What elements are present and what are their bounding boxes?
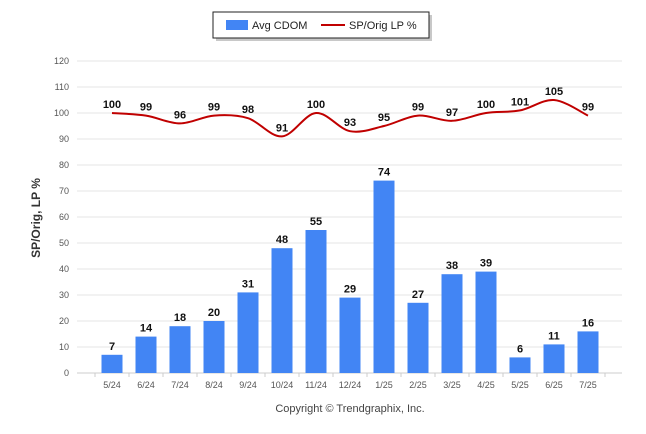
x-tick-label: 6/25 xyxy=(545,380,563,390)
bar-data-label: 29 xyxy=(344,284,356,296)
y-axis-title: SP/Orig, LP % xyxy=(29,178,43,258)
line-data-label: 96 xyxy=(174,109,186,121)
bar[interactable] xyxy=(475,271,497,373)
legend[interactable]: Avg CDOM SP/Orig LP % xyxy=(212,11,432,41)
bar-data-label: 38 xyxy=(446,260,458,272)
line-series-path[interactable] xyxy=(111,98,589,138)
y-tick-label: 90 xyxy=(59,134,69,144)
x-tick-label: 11/24 xyxy=(305,380,327,390)
bar-data-label: 20 xyxy=(208,307,220,319)
line-data-label: 93 xyxy=(344,117,356,129)
bar[interactable] xyxy=(237,292,259,373)
x-tick-label: 7/25 xyxy=(579,380,597,390)
bar-data-label: 14 xyxy=(140,323,153,335)
line-data-label: 99 xyxy=(140,102,152,114)
legend-line-label: SP/Orig LP % xyxy=(349,20,417,32)
y-tick-label: 30 xyxy=(59,290,69,300)
line-data-label: 105 xyxy=(545,86,563,98)
y-tick-label: 80 xyxy=(59,160,69,170)
line-data-label: 100 xyxy=(477,99,495,111)
y-tick-label: 100 xyxy=(54,108,69,118)
x-tick-label: 8/24 xyxy=(205,380,223,390)
bar-data-label: 18 xyxy=(174,312,186,324)
y-axis-ticks: 0 10 20 30 40 50 60 70 80 90 100 110 120 xyxy=(54,56,69,378)
y-tick-label: 20 xyxy=(59,316,69,326)
line-data-label: 98 xyxy=(242,104,254,116)
line-data-label: 99 xyxy=(208,102,220,114)
bar[interactable] xyxy=(339,297,361,373)
bar-data-label: 74 xyxy=(378,167,391,179)
line-data-label: 91 xyxy=(276,122,288,134)
y-tick-label: 40 xyxy=(59,264,69,274)
x-tick-label: 6/24 xyxy=(137,380,155,390)
x-tick-label: 5/24 xyxy=(103,380,121,390)
bar-data-label: 27 xyxy=(412,289,424,301)
x-tick-label: 1/25 xyxy=(375,380,393,390)
y-tick-label: 0 xyxy=(64,368,69,378)
footer-copyright: Copyright © Trendgraphix, Inc. xyxy=(275,403,424,415)
x-tick-label: 10/24 xyxy=(271,380,294,390)
bar-data-label: 7 xyxy=(109,341,115,353)
line-data-label: 99 xyxy=(412,102,424,114)
y-tick-label: 50 xyxy=(59,238,69,248)
x-tick-label: 4/25 xyxy=(477,380,495,390)
line-series: 100 99 96 99 98 91 100 93 95 99 97 100 101 105 99 xyxy=(103,86,594,138)
line-data-label: 95 xyxy=(378,112,390,124)
bar-data-label: 11 xyxy=(548,330,560,342)
line-data-label: 100 xyxy=(307,99,325,111)
line-data-label: 100 xyxy=(103,99,121,111)
x-tick-label: 5/25 xyxy=(511,380,529,390)
y-tick-label: 70 xyxy=(59,186,69,196)
line-data-label: 101 xyxy=(511,96,529,108)
bar[interactable] xyxy=(203,321,225,373)
x-axis-ticks: 5/24 6/24 7/24 8/24 9/24 10/24 11/24 12/24 1/25 2… xyxy=(94,373,606,390)
y-tick-label: 110 xyxy=(55,82,69,92)
legend-bar-swatch xyxy=(226,20,248,30)
bar-data-label: 31 xyxy=(242,278,254,290)
y-tick-label: 120 xyxy=(54,56,69,66)
grid xyxy=(77,60,622,374)
bar[interactable] xyxy=(407,302,429,373)
bar-data-label: 6 xyxy=(517,343,523,355)
bar-data-label: 39 xyxy=(480,258,492,270)
bar[interactable] xyxy=(169,326,191,373)
bar-data-label: 48 xyxy=(276,234,288,246)
bar[interactable] xyxy=(305,230,327,373)
bar[interactable] xyxy=(373,180,395,373)
x-tick-label: 7/24 xyxy=(171,380,189,390)
bar[interactable] xyxy=(509,357,531,373)
bar[interactable] xyxy=(441,274,463,373)
x-tick-label: 3/25 xyxy=(443,380,461,390)
x-tick-label: 9/24 xyxy=(239,380,257,390)
bar[interactable] xyxy=(577,331,599,373)
line-data-label: 99 xyxy=(582,102,594,114)
x-tick-label: 2/25 xyxy=(409,380,427,390)
y-tick-label: 60 xyxy=(59,212,69,222)
bar[interactable] xyxy=(271,248,293,373)
bar-series: 7 14 18 20 31 48 55 29 74 27 38 39 6 11 16 xyxy=(101,167,599,373)
bar-data-label: 16 xyxy=(582,317,594,329)
bar[interactable] xyxy=(135,336,157,373)
line-data-label: 97 xyxy=(446,107,458,119)
bar-data-label: 55 xyxy=(310,216,322,228)
y-tick-label: 10 xyxy=(59,342,69,352)
bar[interactable] xyxy=(543,344,565,373)
x-tick-label: 12/24 xyxy=(339,380,362,390)
legend-bar-label: Avg CDOM xyxy=(252,20,307,32)
bar[interactable] xyxy=(101,354,123,373)
